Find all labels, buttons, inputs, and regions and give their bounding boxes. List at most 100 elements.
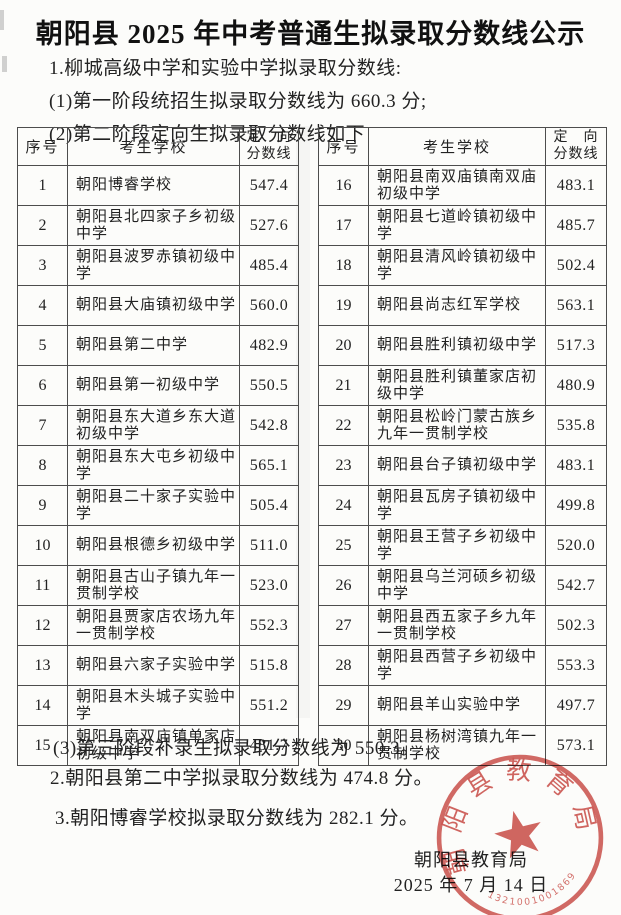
row-score: 542.8 — [239, 405, 299, 446]
row-score: 551.2 — [239, 685, 299, 726]
row-index: 26 — [318, 565, 369, 606]
row-school: 朝阳博睿学校 — [67, 165, 240, 206]
row-school: 朝阳县南双庙镇南双庙初级中学 — [368, 165, 546, 206]
row-score: 563.1 — [545, 285, 607, 326]
row-school: 朝阳县乌兰河硕乡初级中学 — [368, 565, 546, 606]
row-school: 朝阳县瓦房子镇初级中学 — [368, 485, 546, 526]
row-index: 28 — [318, 645, 369, 686]
row-index: 23 — [318, 445, 369, 486]
row-school: 朝阳县六家子实验中学 — [67, 645, 240, 686]
row-index: 10 — [17, 525, 68, 566]
table-row: 3 朝阳县波罗赤镇初级中学 485.4 — [17, 245, 299, 286]
row-score: 527.6 — [239, 205, 299, 246]
row-index: 6 — [17, 365, 68, 406]
table-row: 25 朝阳县王营子乡初级中学 520.0 — [318, 525, 607, 566]
table-row: 10 朝阳县根德乡初级中学 511.0 — [17, 525, 299, 566]
table-row: 24 朝阳县瓦房子镇初级中学 499.8 — [318, 485, 607, 526]
table-row: 16 朝阳县南双庙镇南双庙初级中学 483.1 — [318, 165, 607, 206]
row-score: 483.1 — [545, 165, 607, 206]
scan-edge-artifact — [2, 56, 7, 72]
row-school: 朝阳县西营子乡初级中学 — [368, 645, 546, 686]
row-score: 550.5 — [239, 365, 299, 406]
row-school: 朝阳县波罗赤镇初级中学 — [67, 245, 240, 286]
table-header-row: 序号 考生学校 定 向 分数线 — [17, 127, 299, 166]
intro-line-2: (1)第一阶段统招生拟录取分数线为 660.3 分; — [49, 91, 427, 112]
scan-edge-artifact — [0, 10, 4, 30]
table-row: 20 朝阳县胜利镇初级中学 517.3 — [318, 325, 607, 366]
table-row: 5 朝阳县第二中学 482.9 — [17, 325, 299, 366]
row-school: 朝阳县王营子乡初级中学 — [368, 525, 546, 566]
row-score: 482.9 — [239, 325, 299, 366]
row-index: 15 — [17, 725, 68, 766]
row-index: 2 — [17, 205, 68, 246]
row-score: 481.7 — [239, 725, 299, 766]
table-row: 12 朝阳县贾家店农场九年一贯制学校 552.3 — [17, 605, 299, 646]
row-score: 511.0 — [239, 525, 299, 566]
table-row: 8 朝阳县东大屯乡初级中学 565.1 — [17, 445, 299, 486]
row-index: 24 — [318, 485, 369, 526]
row-school: 朝阳县木头城子实验中学 — [67, 685, 240, 726]
footer-line-2: 2.朝阳县第二中学拟录取分数线为 474.8 分。 — [50, 768, 434, 789]
row-index: 18 — [318, 245, 369, 286]
col-header-school: 考生学校 — [67, 127, 240, 166]
row-school: 朝阳县第一初级中学 — [67, 365, 240, 406]
col-header-school: 考生学校 — [368, 127, 546, 166]
table-row: 4 朝阳县大庙镇初级中学 560.0 — [17, 285, 299, 326]
row-score: 552.3 — [239, 605, 299, 646]
col-header-score-bottom: 分数线 — [553, 146, 599, 162]
row-index: 12 — [17, 605, 68, 646]
row-school: 朝阳县二十家子实验中学 — [67, 485, 240, 526]
col-header-score: 定 向 分数线 — [239, 127, 299, 166]
row-index: 30 — [318, 725, 369, 766]
table-row: 11 朝阳县古山子镇九年一贯制学校 523.0 — [17, 565, 299, 606]
row-school: 朝阳县七道岭镇初级中学 — [368, 205, 546, 246]
col-header-score-top: 定 向 — [246, 130, 292, 146]
table-row: 9 朝阳县二十家子实验中学 505.4 — [17, 485, 299, 526]
row-index: 1 — [17, 165, 68, 206]
row-score: 520.0 — [545, 525, 607, 566]
table-row: 27 朝阳县西五家子乡九年一贯制学校 502.3 — [318, 605, 607, 646]
row-school: 朝阳县西五家子乡九年一贯制学校 — [368, 605, 546, 646]
table-row: 26 朝阳县乌兰河硕乡初级中学 542.7 — [318, 565, 607, 606]
seal-number-text: 1321001001869 — [484, 868, 584, 915]
row-school: 朝阳县台子镇初级中学 — [368, 445, 546, 486]
col-header-score-top: 定 向 — [553, 130, 599, 146]
row-school: 朝阳县尚志红军学校 — [368, 285, 546, 326]
table-row: 13 朝阳县六家子实验中学 515.8 — [17, 645, 299, 686]
row-score: 497.7 — [545, 685, 607, 726]
table-row: 29 朝阳县羊山实验中学 497.7 — [318, 685, 607, 726]
row-school: 朝阳县大庙镇初级中学 — [67, 285, 240, 326]
row-school: 朝阳县东大屯乡初级中学 — [67, 445, 240, 486]
row-score: 523.0 — [239, 565, 299, 606]
table-row: 19 朝阳县尚志红军学校 563.1 — [318, 285, 607, 326]
row-index: 13 — [17, 645, 68, 686]
seal-org-text: 朝阳县教育局 — [422, 739, 603, 878]
row-index: 8 — [17, 445, 68, 486]
col-header-index: 序号 — [318, 127, 369, 166]
row-school: 朝阳县北四家子乡初级中学 — [67, 205, 240, 246]
table-row: 14 朝阳县木头城子实验中学 551.2 — [17, 685, 299, 726]
row-school: 朝阳县贾家店农场九年一贯制学校 — [67, 605, 240, 646]
row-index: 3 — [17, 245, 68, 286]
row-score: 483.1 — [545, 445, 607, 486]
row-score: 502.4 — [545, 245, 607, 286]
row-index: 4 — [17, 285, 68, 326]
row-score: 502.3 — [545, 605, 607, 646]
footer-line-3: 3.朝阳博睿学校拟录取分数线为 282.1 分。 — [55, 808, 419, 829]
row-score: 560.0 — [239, 285, 299, 326]
table-row: 18 朝阳县清风岭镇初级中学 502.4 — [318, 245, 607, 286]
row-index: 14 — [17, 685, 68, 726]
row-school: 朝阳县胜利镇董家店初级中学 — [368, 365, 546, 406]
table-row: 17 朝阳县七道岭镇初级中学 485.7 — [318, 205, 607, 246]
row-school: 朝阳县羊山实验中学 — [368, 685, 546, 726]
table-header-row: 序号 考生学校 定 向 分数线 — [318, 127, 607, 166]
col-header-score-bottom: 分数线 — [246, 146, 292, 162]
row-score: 515.8 — [239, 645, 299, 686]
row-score: 553.3 — [545, 645, 607, 686]
row-score: 535.8 — [545, 405, 607, 446]
row-index: 5 — [17, 325, 68, 366]
page-title: 朝阳县 2025 年中考普通生拟录取分数线公示 — [35, 19, 586, 49]
row-score: 480.9 — [545, 365, 607, 406]
official-seal-stamp: 朝阳县教育局 1321001001869 — [422, 739, 604, 915]
